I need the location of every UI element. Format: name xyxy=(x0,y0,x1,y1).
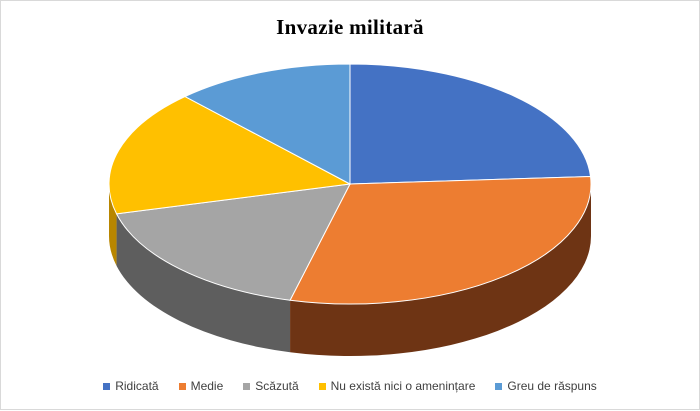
pie-slice xyxy=(183,63,351,185)
pie-top xyxy=(108,63,592,305)
legend-item: Ridicată xyxy=(103,379,159,393)
chart-title: Invazie militară xyxy=(276,15,424,39)
pie-slice xyxy=(115,183,351,301)
pie-slice-side xyxy=(116,213,291,353)
legend-item: Scăzută xyxy=(243,379,299,393)
chart-legend: Ridicată Medie Scăzută Nu există nici o ame… xyxy=(1,379,699,393)
legend-swatch xyxy=(318,382,326,390)
legend-label: Ridicată xyxy=(115,379,159,393)
pie-slice-side xyxy=(290,184,592,357)
legend-item: Nu există nici o amenințare xyxy=(318,379,476,393)
legend-item: Medie xyxy=(178,379,224,393)
legend-label: Medie xyxy=(190,379,224,393)
legend-item: Greu de răspuns xyxy=(495,379,597,393)
legend-swatch xyxy=(243,382,251,390)
pie-slice xyxy=(349,63,592,185)
pie-slice-side xyxy=(109,184,117,266)
legend-swatch xyxy=(495,382,503,390)
pie-slice xyxy=(108,95,352,215)
legend-swatch xyxy=(178,382,186,390)
legend-swatch xyxy=(103,382,111,390)
pie-slice xyxy=(289,175,592,305)
legend-label: Scăzută xyxy=(255,379,299,393)
pie-sides xyxy=(109,184,592,357)
legend-label: Nu există nici o amenințare xyxy=(330,379,476,393)
legend-label: Greu de răspuns xyxy=(507,379,597,393)
